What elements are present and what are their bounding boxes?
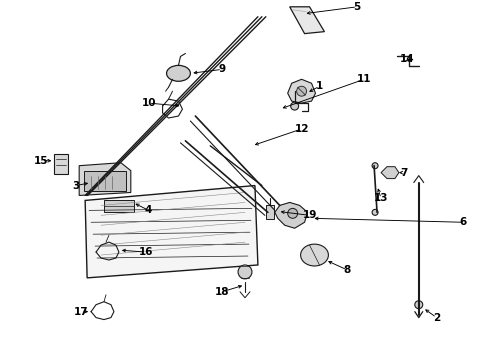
Text: 13: 13 [374,193,388,203]
Text: 17: 17 [74,307,89,317]
Ellipse shape [167,66,191,81]
Bar [54,154,68,174]
Circle shape [372,210,378,215]
Text: 10: 10 [142,98,156,108]
Polygon shape [79,163,131,195]
Text: 18: 18 [215,287,229,297]
Polygon shape [85,185,258,278]
Circle shape [415,301,423,309]
Text: 2: 2 [433,312,440,323]
Text: 6: 6 [460,217,467,227]
Text: 1: 1 [316,81,323,91]
Text: 9: 9 [219,64,226,75]
Circle shape [372,163,378,168]
Text: 8: 8 [343,265,351,275]
Text: 11: 11 [357,74,371,84]
Bar [84,171,126,190]
Polygon shape [381,167,399,179]
Text: 19: 19 [302,210,317,220]
Text: 16: 16 [139,247,153,257]
Text: 12: 12 [294,124,309,134]
Polygon shape [275,202,308,228]
Bar [266,206,274,219]
Circle shape [288,208,297,218]
Ellipse shape [300,244,328,266]
Text: 7: 7 [400,168,408,177]
Circle shape [296,86,307,96]
Text: 14: 14 [399,54,414,64]
Text: 4: 4 [145,205,152,215]
Text: 3: 3 [73,180,80,190]
Bar [104,201,134,212]
Circle shape [291,102,298,110]
Polygon shape [290,7,324,33]
Circle shape [238,265,252,279]
Text: 15: 15 [34,156,49,166]
Text: 5: 5 [354,2,361,12]
Polygon shape [288,79,316,103]
